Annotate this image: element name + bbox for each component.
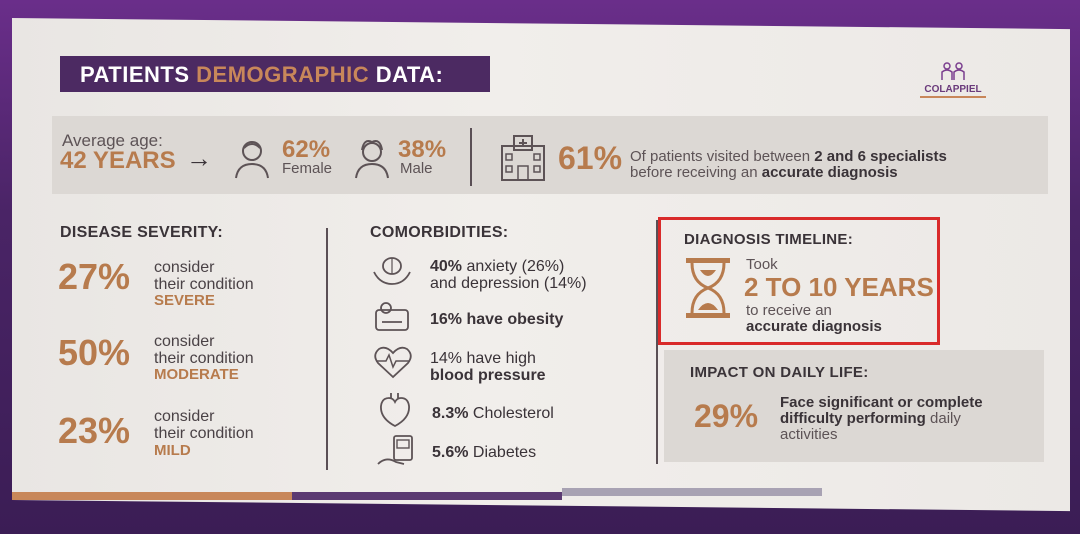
comorbidity-diabetes: 5.6% Diabetes bbox=[432, 444, 537, 461]
impact-box bbox=[664, 350, 1044, 462]
bottom-bar-orange bbox=[12, 492, 292, 500]
severity-line1: consider bbox=[154, 333, 215, 350]
title-bar bbox=[60, 56, 490, 92]
male-label: Male bbox=[400, 160, 433, 177]
comorbidity-obesity: 16% have obesity bbox=[430, 311, 564, 328]
column-divider bbox=[326, 228, 328, 470]
specialists-line1: Of patients visited between 2 and 6 spec… bbox=[630, 148, 947, 165]
diagnosis-title: DIAGNOSIS TIMELINE: bbox=[684, 231, 854, 248]
female-label: Female bbox=[282, 160, 333, 177]
comorbidity-blood-pressure: 14% have high bbox=[430, 350, 536, 367]
severity-pct-mild: 23% bbox=[58, 410, 131, 451]
stats-strip bbox=[52, 116, 1048, 194]
brain-hands-icon bbox=[372, 254, 412, 288]
severity-line1: consider bbox=[154, 259, 215, 276]
heart-organ-icon bbox=[378, 392, 412, 428]
heart-pulse-icon bbox=[372, 345, 414, 379]
comorbidity-blood-pressure-line2: blood pressure bbox=[430, 367, 546, 384]
severity-line2: their condition bbox=[154, 276, 254, 293]
severity-line1: consider bbox=[154, 408, 215, 425]
diagnosis-took: Took bbox=[746, 256, 778, 273]
impact-pct: 29% bbox=[694, 398, 759, 434]
logo-rule bbox=[920, 96, 986, 98]
diagnosis-line2: accurate diagnosis bbox=[746, 318, 882, 335]
specialists-pct: 61% bbox=[558, 140, 623, 176]
severity-line2: their condition bbox=[154, 350, 254, 367]
female-person-icon bbox=[230, 136, 274, 180]
female-pct: 62% bbox=[282, 136, 331, 163]
arrow-icon: → bbox=[186, 143, 212, 173]
bottom-bar-purple bbox=[292, 492, 562, 500]
severity-pct-severe: 27% bbox=[58, 256, 131, 297]
people-icon bbox=[918, 62, 988, 84]
diagnosis-years: 2 TO 10 YEARS bbox=[744, 272, 934, 302]
male-person-icon bbox=[350, 136, 394, 180]
colappiel-logo: COLAPPIEL bbox=[918, 62, 988, 106]
avg-age-label: Average age: bbox=[62, 131, 163, 150]
severity-line2: their condition bbox=[154, 425, 254, 442]
severity-level-moderate: MODERATE bbox=[154, 366, 239, 383]
impact-title: IMPACT ON DAILY LIFE: bbox=[690, 364, 869, 381]
highlight-box bbox=[658, 217, 940, 345]
male-pct: 38% bbox=[398, 136, 447, 163]
hourglass-icon bbox=[682, 256, 734, 320]
comorbidity-anxiety: 40% anxiety (26%) bbox=[430, 258, 565, 275]
impact-line2: difficulty performing daily bbox=[780, 410, 961, 427]
logo-text: COLAPPIEL bbox=[924, 84, 982, 95]
specialists-line2: before receiving an accurate diagnosis bbox=[630, 164, 898, 181]
glucose-meter-icon bbox=[376, 434, 416, 470]
impact-line3: activities bbox=[780, 426, 838, 443]
comorbidities-title: COMORBIDITIES: bbox=[370, 224, 509, 241]
severity-pct-moderate: 50% bbox=[58, 332, 131, 373]
severity-level-mild: MILD bbox=[154, 442, 191, 459]
avg-age-value: 42 YEARS bbox=[60, 147, 176, 174]
severity-level-severe: SEVERE bbox=[154, 292, 215, 309]
slide-title: PATIENTS DEMOGRAPHIC DATA: bbox=[80, 62, 444, 87]
bottom-bar-gray bbox=[562, 488, 822, 496]
severity-title: DISEASE SEVERITY: bbox=[60, 224, 224, 241]
scale-icon bbox=[372, 300, 412, 334]
comorbidity-cholesterol: 8.3% Cholesterol bbox=[432, 405, 554, 422]
stats-divider bbox=[470, 128, 472, 186]
impact-line1: Face significant or complete bbox=[780, 394, 983, 411]
diagnosis-line1: to receive an bbox=[746, 302, 832, 319]
column-divider bbox=[656, 220, 658, 464]
hospital-icon bbox=[496, 134, 550, 182]
comorbidity-anxiety-line2: and depression (14%) bbox=[430, 275, 587, 292]
